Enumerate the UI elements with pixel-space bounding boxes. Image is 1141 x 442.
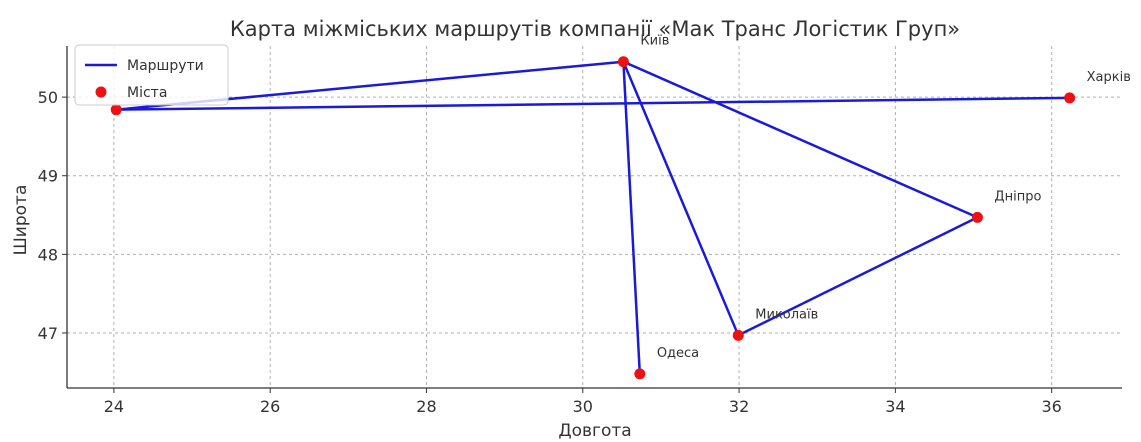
x-tick-label: 26 [260,397,280,416]
city-point [617,56,629,68]
legend-route-label: Маршрути [127,58,204,74]
legend-city-swatch [95,86,107,98]
city-point [971,211,983,223]
city-point-label: Харків [1087,70,1131,85]
legend: Маршрути Міста [74,44,229,106]
city-point [634,368,646,380]
tick-labels: 24 26 28 30 32 34 36 47 48 49 50 [38,88,1062,416]
x-axis-label: Довгота [558,421,631,441]
legend-box [74,44,229,106]
x-tick-label: 28 [416,397,436,416]
axes [62,46,1122,393]
legend-city-label: Міста [127,85,167,101]
city-point-label: Дніпро [994,189,1041,204]
y-tick-label: 48 [38,245,58,264]
routes-series [116,60,1070,374]
cities-series [110,56,1076,380]
y-axis-label: Широта [11,185,31,256]
route-line-segment [116,96,1070,111]
route-line [116,60,979,374]
x-tick-label: 34 [885,397,905,416]
city-point-label: Миколаїв [755,307,818,322]
city-point [1064,92,1076,104]
city-point-label: Київ [640,34,669,49]
y-tick-label: 49 [38,167,58,186]
city-labels: Київ Харків Дніпро Миколаїв Одеса [640,34,1130,361]
x-tick-label: 30 [573,397,593,416]
city-point-label: Одеса [657,346,699,361]
y-tick-label: 50 [38,88,58,107]
city-point [110,104,122,116]
y-tick-label: 47 [38,324,58,343]
x-tick-label: 32 [729,397,749,416]
x-tick-label: 24 [104,397,124,416]
chart-title: Карта міжміських маршрутів компанії «Мак… [230,17,960,41]
city-point [732,329,744,341]
x-tick-label: 36 [1041,397,1061,416]
